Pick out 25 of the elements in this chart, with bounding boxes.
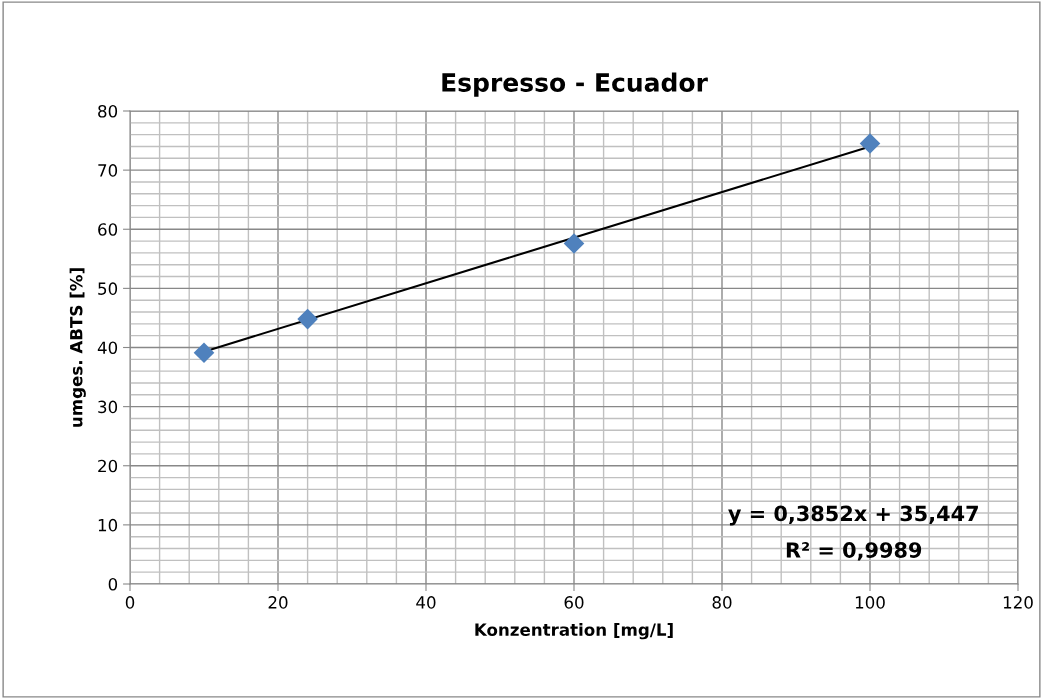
x-axis-title: Konzentration [mg/L] bbox=[475, 623, 673, 640]
y-tick-label: 20 bbox=[98, 459, 118, 473]
y-tick-label: 60 bbox=[98, 223, 118, 236]
annotation: y = 0,3852x + 35,447 bbox=[728, 505, 978, 526]
y-axis-title: umges. ABTS [%] bbox=[69, 268, 86, 427]
point bbox=[859, 133, 881, 154]
y-tick-label: 0 bbox=[108, 577, 118, 591]
chart-title: Espresso - Ecuador bbox=[442, 72, 708, 97]
y-tick-label: 70 bbox=[98, 164, 118, 177]
x-tick-label: 20 bbox=[268, 596, 288, 609]
x-tick-label: 0 bbox=[125, 596, 135, 609]
x-tick-label: 120 bbox=[1003, 596, 1033, 609]
annotation: R² = 0,9989 bbox=[786, 542, 922, 561]
y-tick-label: 30 bbox=[98, 400, 118, 414]
y-tick-label: 80 bbox=[98, 104, 118, 118]
point bbox=[563, 233, 585, 254]
x-tick-label: 60 bbox=[564, 596, 584, 609]
x-tick-label: 100 bbox=[855, 596, 885, 609]
y-tick-label: 10 bbox=[98, 518, 118, 532]
point bbox=[297, 308, 318, 330]
point bbox=[193, 342, 215, 364]
x-tick-label: 80 bbox=[712, 596, 732, 609]
y-tick-label: 40 bbox=[97, 341, 118, 355]
x-tick-label: 40 bbox=[416, 596, 436, 609]
y-tick-label: 50 bbox=[98, 282, 118, 295]
